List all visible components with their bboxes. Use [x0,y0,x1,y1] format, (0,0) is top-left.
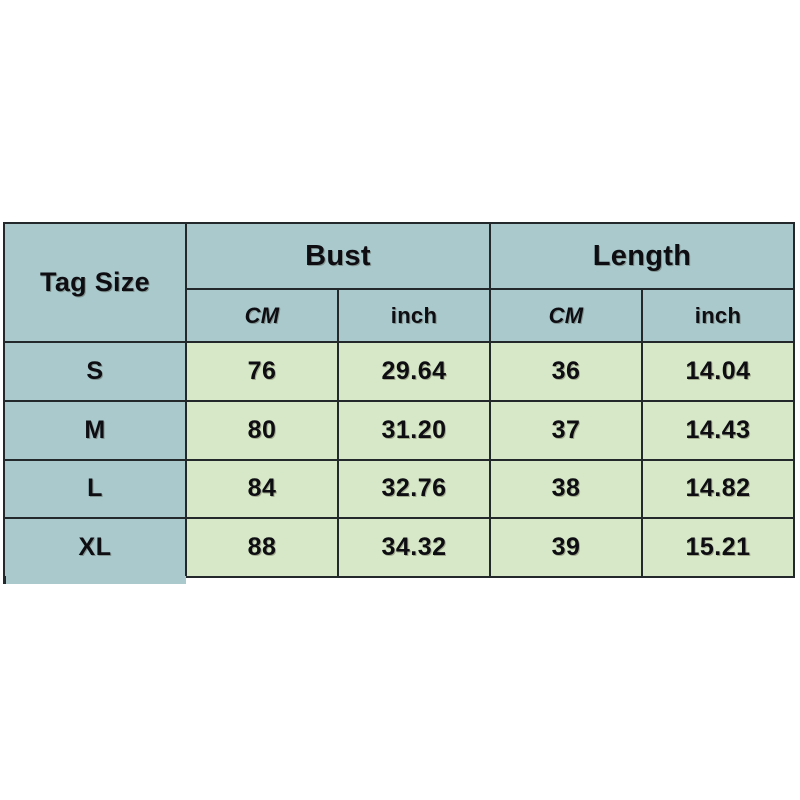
table-header-row-groups: Tag Size Bust Length [3,221,795,344]
cell-length-inch: 14.04 [641,341,795,402]
cell-bust-inch: 34.32 [337,517,491,578]
header-unit-length-inch: inch [641,288,795,344]
cell-bust-inch: 32.76 [337,458,491,520]
table-row: XL 88 34.32 39 15.21 [3,517,795,578]
size-chart-table: Tag Size Bust Length CM inch CM inch S 7… [3,221,795,578]
cell-bust-cm: 80 [185,399,339,461]
header-unit-bust-cm: CM [185,288,339,344]
cell-length-inch: 14.43 [641,399,795,461]
header-group-length: Length [489,221,795,291]
table-header-row-units: CM inch CM inch [4,288,795,344]
cell-length-cm: 36 [489,341,643,402]
cell-length-inch: 15.21 [641,517,795,578]
cell-bust-cm: 76 [185,341,339,402]
header-tag-size: Tag Size [3,221,187,344]
cell-length-inch: 14.82 [641,458,795,520]
cell-size: S [3,341,187,402]
table-row: L 84 32.76 38 14.82 [3,458,795,520]
cell-length-cm: 38 [489,458,643,520]
header-unit-bust-inch: inch [337,288,491,344]
table-row: S 76 29.64 36 14.04 [3,341,795,402]
cell-bust-cm: 84 [185,458,339,520]
cell-length-cm: 39 [489,517,643,578]
cell-size: M [3,399,187,461]
size-chart-container: Tag Size Bust Length CM inch CM inch S 7… [3,221,795,578]
cell-size: XL [3,517,187,578]
header-unit-length-cm: CM [489,288,643,344]
cell-length-cm: 37 [489,399,643,461]
cell-size: L [3,458,187,520]
table-row: M 80 31.20 37 14.43 [3,399,795,461]
cell-bust-inch: 29.64 [337,341,491,402]
cell-bust-cm: 88 [185,517,339,578]
table-bottom-edge-artifact [3,576,186,584]
header-group-bust: Bust [185,221,491,291]
cell-bust-inch: 31.20 [337,399,491,461]
